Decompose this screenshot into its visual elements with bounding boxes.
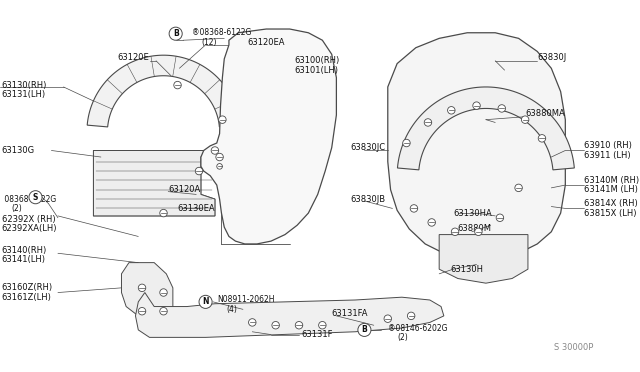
Circle shape — [538, 135, 546, 142]
Text: S: S — [33, 193, 38, 202]
Circle shape — [428, 219, 435, 226]
Text: 63101(LH): 63101(LH) — [294, 65, 339, 75]
Text: 63830J: 63830J — [538, 52, 566, 61]
Circle shape — [424, 119, 432, 126]
Text: 63130HA: 63130HA — [453, 209, 492, 218]
Polygon shape — [93, 151, 215, 216]
Text: 63815X (LH): 63815X (LH) — [584, 209, 637, 218]
Circle shape — [319, 321, 326, 329]
Circle shape — [447, 106, 455, 114]
Circle shape — [408, 312, 415, 320]
Text: 63830JB: 63830JB — [351, 195, 385, 203]
Circle shape — [522, 116, 529, 124]
Text: N08911-2062H: N08911-2062H — [217, 295, 275, 305]
Circle shape — [160, 289, 167, 296]
Text: (2): (2) — [12, 204, 22, 213]
Text: 63120A: 63120A — [168, 185, 200, 194]
Text: 63814X (RH): 63814X (RH) — [584, 199, 637, 208]
Circle shape — [216, 153, 223, 161]
Text: ®08368-6122G: ®08368-6122G — [191, 28, 251, 37]
Circle shape — [219, 116, 226, 124]
Text: 08368-6122G: 08368-6122G — [2, 195, 56, 203]
Text: B: B — [173, 29, 179, 38]
Polygon shape — [388, 33, 565, 257]
Circle shape — [358, 323, 371, 336]
Text: 63141M (LH): 63141M (LH) — [584, 185, 638, 194]
Circle shape — [195, 167, 203, 175]
Text: 63130G: 63130G — [2, 146, 35, 155]
Circle shape — [498, 105, 506, 112]
Text: 63131(LH): 63131(LH) — [2, 90, 46, 99]
Text: 63910 (RH): 63910 (RH) — [584, 141, 632, 150]
Polygon shape — [397, 87, 574, 170]
Text: 63880MA: 63880MA — [525, 109, 565, 118]
Polygon shape — [122, 263, 173, 319]
Circle shape — [496, 214, 504, 221]
Circle shape — [248, 319, 256, 326]
Circle shape — [475, 228, 482, 235]
Circle shape — [295, 321, 303, 329]
Text: 63100(RH): 63100(RH) — [294, 56, 340, 65]
Circle shape — [384, 315, 392, 323]
Circle shape — [403, 139, 410, 147]
Text: ®08146-6202G: ®08146-6202G — [388, 324, 447, 333]
Text: 63140(RH): 63140(RH) — [2, 246, 47, 255]
Circle shape — [515, 184, 522, 192]
Circle shape — [272, 321, 280, 329]
Circle shape — [217, 164, 222, 169]
Circle shape — [410, 205, 418, 212]
Polygon shape — [439, 235, 528, 283]
Polygon shape — [136, 292, 444, 337]
Circle shape — [174, 81, 181, 89]
Text: S 30000P: S 30000P — [554, 343, 593, 352]
Text: 63130(RH): 63130(RH) — [2, 81, 47, 90]
Text: B: B — [362, 326, 367, 334]
Text: 63131FA: 63131FA — [332, 309, 368, 318]
Circle shape — [160, 209, 167, 217]
Text: 63160Z(RH): 63160Z(RH) — [2, 283, 53, 292]
Circle shape — [169, 27, 182, 40]
Text: 63120EA: 63120EA — [248, 38, 285, 46]
Text: 63161Z(LH): 63161Z(LH) — [2, 293, 52, 302]
Text: N: N — [202, 297, 209, 307]
Text: (4): (4) — [226, 305, 237, 314]
Text: 63130H: 63130H — [451, 264, 483, 274]
Text: 63880M: 63880M — [458, 224, 492, 234]
Circle shape — [211, 147, 219, 154]
Circle shape — [199, 295, 212, 308]
Text: 63140M (RH): 63140M (RH) — [584, 176, 639, 185]
Circle shape — [138, 284, 146, 292]
Text: 62392X (RH): 62392X (RH) — [2, 215, 56, 224]
Text: (2): (2) — [397, 333, 408, 342]
Text: 63911 (LH): 63911 (LH) — [584, 151, 630, 160]
Circle shape — [160, 308, 167, 315]
Text: 63131F: 63131F — [301, 330, 332, 339]
Text: 62392XA(LH): 62392XA(LH) — [2, 224, 58, 234]
Text: 63141(LH): 63141(LH) — [2, 255, 46, 264]
Circle shape — [451, 228, 459, 235]
Text: 63830JC: 63830JC — [351, 143, 385, 152]
Text: (12): (12) — [201, 38, 216, 46]
Polygon shape — [87, 55, 240, 127]
Text: 63120E: 63120E — [118, 52, 150, 61]
Polygon shape — [201, 29, 337, 244]
Circle shape — [473, 102, 480, 109]
Circle shape — [138, 308, 146, 315]
Circle shape — [29, 191, 42, 204]
Text: 63130EA: 63130EA — [177, 204, 215, 213]
